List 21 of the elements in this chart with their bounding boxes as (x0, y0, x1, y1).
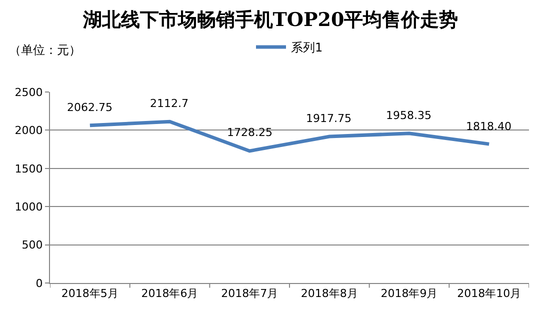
y-tick-label: 2000 (14, 124, 43, 138)
data-label: 1728.25 (227, 126, 272, 139)
data-label: 1818.40 (466, 120, 512, 133)
y-tick-label: 2500 (14, 86, 43, 99)
y-tick-label: 1500 (14, 162, 43, 176)
x-tick-label: 2018年10月 (457, 287, 522, 300)
x-tick-label: 2018年7月 (221, 287, 278, 300)
data-label: 2062.75 (67, 101, 112, 114)
data-label: 1958.35 (386, 109, 432, 122)
y-tick-label: 500 (22, 238, 43, 252)
x-tick-label: 2018年8月 (300, 287, 358, 300)
chart-title: 湖北线下市场畅销手机TOP20平均售价走势 (82, 9, 458, 32)
x-tick-label: 2018年5月 (61, 287, 118, 300)
x-tick-label: 2018年9月 (380, 287, 438, 300)
y-tick-label: 1000 (14, 200, 43, 214)
data-label: 2112.7 (150, 97, 188, 110)
legend-label: 系列1 (291, 40, 323, 55)
data-label: 1917.75 (306, 112, 352, 125)
y-tick-label: 0 (36, 276, 43, 290)
text: （单位：元） (9, 43, 81, 57)
x-tick-label: 2018年6月 (141, 287, 198, 300)
